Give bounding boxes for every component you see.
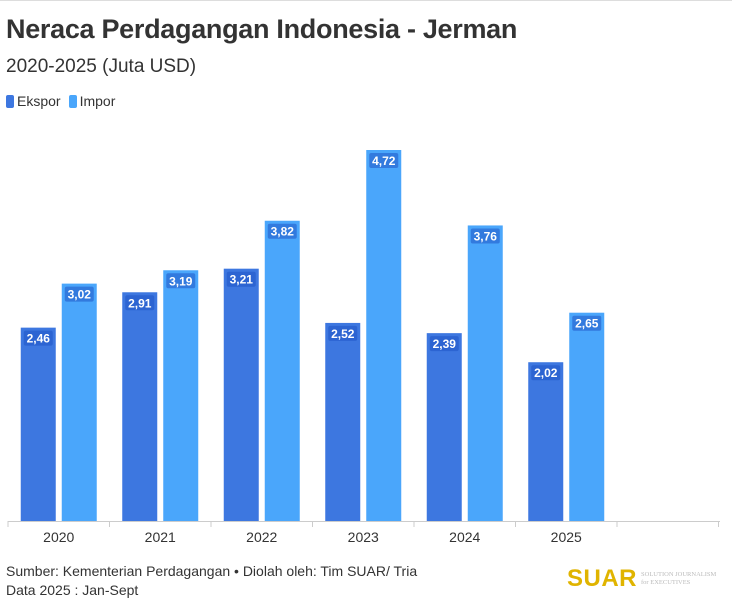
bar-impor bbox=[61, 283, 97, 521]
legend-label: Ekspor bbox=[17, 93, 61, 109]
data-label: 3,19 bbox=[169, 274, 193, 288]
bar-ekspor bbox=[426, 333, 462, 521]
legend-swatch-impor bbox=[68, 94, 77, 108]
data-label: 2,52 bbox=[331, 327, 355, 341]
data-label-bg bbox=[125, 295, 155, 311]
bar-impor bbox=[264, 220, 300, 522]
data-label-bg bbox=[226, 271, 256, 287]
x-tick-label: 2022 bbox=[246, 529, 277, 545]
data-label-bg bbox=[369, 153, 399, 168]
data-label-bg bbox=[470, 228, 500, 244]
bar-impor bbox=[366, 150, 402, 521]
data-label: 3,02 bbox=[68, 288, 92, 302]
bar-ekspor bbox=[528, 362, 564, 521]
data-label-bg bbox=[572, 315, 602, 331]
x-tick-label: 2021 bbox=[145, 529, 176, 545]
x-tick-label: 2025 bbox=[551, 529, 582, 545]
bar-impor bbox=[467, 225, 503, 521]
legend-swatch-ekspor bbox=[6, 94, 14, 108]
data-label: 3,82 bbox=[271, 225, 295, 239]
x-tick-label: 2024 bbox=[449, 529, 480, 545]
logo-tagline: SOLUTION JOURNALISM for EXECUTIVES bbox=[641, 571, 716, 587]
top-border bbox=[0, 0, 732, 1]
legend-item-ekspor: Ekspor bbox=[6, 93, 61, 109]
bar-impor bbox=[163, 270, 199, 521]
source-note: Sumber: Kementerian Perdagangan • Diolah… bbox=[6, 563, 418, 579]
bar-chart: 2020 2,46 3,02 2021 2,91 3,19 2022 3,21 3,82 2023… bbox=[7, 150, 720, 545]
data-label-bg bbox=[64, 286, 94, 302]
data-note: Data 2025 : Jan-Sept bbox=[6, 582, 139, 598]
data-label: 2,65 bbox=[575, 317, 599, 331]
logo-text: SUAR bbox=[567, 565, 638, 592]
chart-title: Neraca Perdagangan Indonesia - Jerman bbox=[6, 14, 518, 44]
data-label: 2,91 bbox=[128, 296, 152, 310]
bar-ekspor bbox=[122, 292, 158, 521]
legend-label: Impor bbox=[79, 93, 116, 109]
data-label-bg bbox=[23, 330, 53, 346]
x-tick-label: 2023 bbox=[348, 529, 379, 545]
logo-tagline-1: SOLUTION JOURNALISM bbox=[641, 571, 717, 578]
logo-tagline-2: for EXECUTIVES bbox=[641, 579, 691, 586]
data-label-bg bbox=[166, 273, 196, 289]
bar-impor bbox=[569, 312, 605, 521]
bar-ekspor bbox=[20, 327, 56, 521]
data-label: 2,46 bbox=[27, 332, 51, 346]
data-label-bg bbox=[531, 365, 561, 381]
legend: Ekspor Impor bbox=[6, 93, 115, 109]
data-label-bg bbox=[429, 336, 459, 352]
suar-logo: SUAR SOLUTION JOURNALISM for EXECUTIVES bbox=[567, 565, 716, 593]
data-label: 2,39 bbox=[433, 337, 457, 351]
data-label: 2,02 bbox=[534, 366, 558, 380]
legend-item-impor: Impor bbox=[68, 93, 116, 109]
data-label: 3,21 bbox=[230, 273, 254, 287]
bar-ekspor bbox=[325, 322, 361, 521]
bar-ekspor bbox=[223, 268, 259, 521]
data-label: 3,76 bbox=[474, 229, 498, 243]
data-label-bg bbox=[328, 325, 358, 341]
data-label-bg bbox=[267, 223, 297, 239]
chart-subtitle: 2020-2025 (Juta USD) bbox=[6, 56, 197, 77]
data-label: 4,72 bbox=[372, 154, 396, 168]
x-tick-label: 2020 bbox=[43, 529, 74, 545]
